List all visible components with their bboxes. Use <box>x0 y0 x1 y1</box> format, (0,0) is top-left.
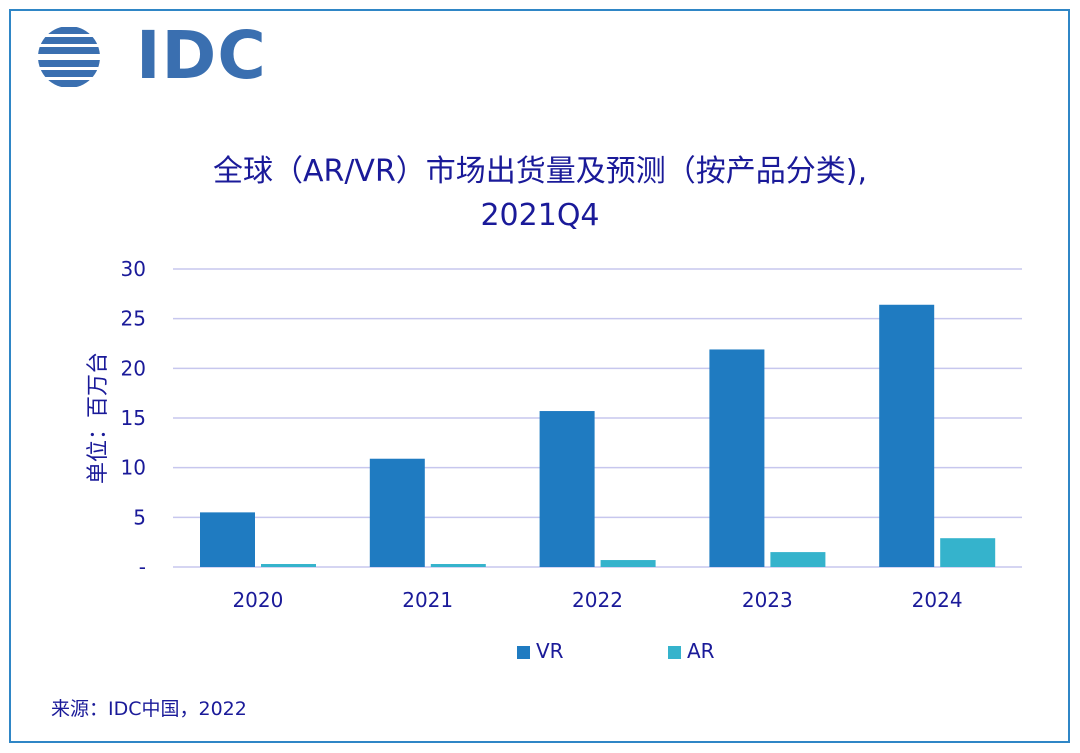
y-tick-label: 10 <box>121 456 146 480</box>
bar-ar <box>600 560 656 567</box>
bar-ar <box>770 552 826 567</box>
x-tick-label: 2022 <box>572 588 623 612</box>
logo-text: IDC <box>136 17 267 94</box>
x-tick-label: 2020 <box>232 588 283 612</box>
bar-ar <box>430 564 486 567</box>
legend-label: AR <box>687 639 715 663</box>
x-tick-label: 2023 <box>742 588 793 612</box>
bar-vr <box>200 512 255 567</box>
bar-ar <box>940 538 996 567</box>
chart-frame <box>9 9 1070 743</box>
legend-swatch <box>517 646 530 659</box>
legend-item: VR <box>517 639 564 663</box>
y-tick-label: 25 <box>121 307 146 331</box>
legend-label: VR <box>536 639 564 663</box>
bar-vr <box>709 349 765 567</box>
chart-title: 全球（AR/VR）市场出货量及预测（按产品分类), <box>212 154 868 189</box>
idc-logo: IDC <box>36 17 266 94</box>
y-tick-label: - <box>139 555 146 579</box>
bar-vr <box>369 458 425 567</box>
legend-item: AR <box>668 639 715 663</box>
globe-icon <box>38 27 100 87</box>
y-tick-label: 20 <box>121 356 146 380</box>
chart-subtitle: 2021Q4 <box>480 198 600 233</box>
source-note: 来源：IDC中国，2022 <box>51 698 247 720</box>
y-tick-label: 30 <box>121 257 146 281</box>
y-tick-label: 5 <box>133 505 146 529</box>
y-tick-label: 15 <box>121 406 146 430</box>
legend-swatch <box>668 646 681 659</box>
y-axis-label: 单位：百万台 <box>86 352 111 484</box>
bar-vr <box>879 304 935 567</box>
bar-ar <box>261 564 316 567</box>
bar-vr <box>539 411 595 567</box>
x-tick-label: 2024 <box>912 588 963 612</box>
x-tick-label: 2021 <box>402 588 453 612</box>
